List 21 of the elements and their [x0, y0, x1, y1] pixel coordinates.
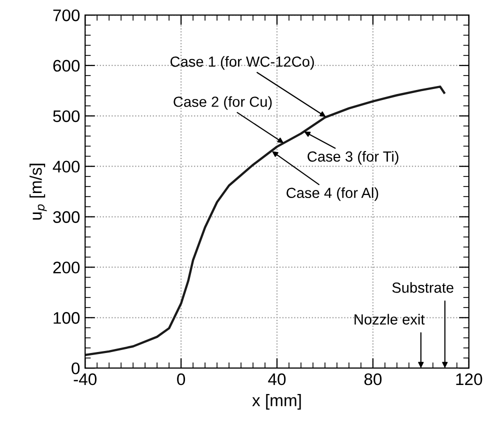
annotation: Case 1 (for WC-12Co)	[170, 56, 314, 70]
y-tick-label: 200	[53, 262, 80, 274]
y-tick-label: 0	[72, 362, 80, 374]
y-tick-label: 700	[53, 9, 80, 22]
x-tick-label: 40	[268, 373, 286, 386]
y-tick-label: 100	[54, 312, 80, 324]
annotation: Case 4 (for Al)	[286, 187, 378, 201]
x-axis-title: x [mm]	[252, 394, 301, 410]
y-axis-title: u$_{p}$ [m/s]	[30, 164, 47, 220]
annotation: Substrate	[392, 282, 454, 293]
y-tick-label: 500	[53, 110, 80, 122]
x-tick-label: 0	[177, 373, 186, 386]
y-tick-label: 400	[52, 160, 80, 173]
y-tick-label: 300	[53, 211, 80, 223]
x-tick-label: 120	[456, 373, 482, 386]
x-tick-label: -40	[74, 373, 97, 386]
annotation: Case 3 (for Ti)	[308, 150, 398, 165]
y-tick-label: 600	[53, 60, 80, 72]
annotation: Case 2 (for Cu)	[174, 96, 272, 110]
x-tick-label: 80	[364, 373, 382, 386]
annotation: Nozzle exit	[354, 314, 425, 325]
